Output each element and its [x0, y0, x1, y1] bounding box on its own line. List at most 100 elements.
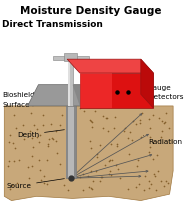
Point	[37, 159, 40, 162]
Point	[90, 120, 93, 124]
Point	[31, 164, 34, 167]
Point	[35, 128, 38, 131]
Point	[66, 189, 69, 192]
Point	[165, 111, 168, 115]
Point	[110, 158, 113, 162]
Point	[28, 177, 31, 180]
Point	[137, 182, 140, 186]
Point	[55, 140, 58, 143]
Point	[156, 153, 159, 156]
Text: Source: Source	[6, 179, 64, 189]
Point	[7, 164, 10, 168]
Point	[21, 123, 24, 126]
Polygon shape	[67, 59, 153, 73]
Point	[10, 183, 13, 187]
Point	[87, 175, 90, 178]
Point	[15, 126, 18, 130]
Point	[51, 138, 54, 141]
Point	[82, 172, 85, 176]
Point	[148, 127, 151, 130]
Text: Moisture Density Gauge: Moisture Density Gauge	[20, 6, 161, 16]
Point	[148, 117, 151, 121]
Point	[90, 186, 93, 190]
Point	[135, 185, 138, 188]
Point	[47, 145, 50, 148]
Point	[60, 113, 63, 117]
Point	[55, 151, 58, 155]
Point	[108, 159, 111, 163]
Point	[96, 152, 99, 155]
Point	[50, 122, 53, 126]
Point	[94, 110, 97, 113]
Point	[148, 150, 151, 153]
Point	[103, 164, 106, 167]
Point	[95, 169, 98, 173]
Polygon shape	[28, 85, 112, 106]
Point	[135, 122, 138, 125]
Point	[141, 111, 144, 115]
Point	[156, 169, 159, 172]
Bar	[66, 106, 76, 178]
Text: Surface: Surface	[2, 102, 33, 108]
Point	[130, 138, 133, 142]
Point	[89, 147, 92, 150]
Point	[163, 120, 166, 124]
Point	[126, 137, 129, 140]
Polygon shape	[80, 73, 153, 108]
Point	[151, 113, 154, 117]
Point	[31, 145, 34, 149]
Point	[110, 142, 113, 146]
Point	[88, 119, 91, 122]
Point	[116, 144, 119, 148]
Point	[126, 187, 129, 190]
Point	[148, 145, 151, 149]
Point	[59, 123, 62, 127]
Point	[98, 179, 101, 183]
Text: Depth: Depth	[17, 130, 64, 138]
Point	[149, 135, 152, 138]
Point	[43, 181, 46, 184]
Point	[11, 142, 14, 145]
Point	[163, 184, 166, 187]
Point	[149, 182, 152, 185]
Polygon shape	[141, 59, 153, 108]
Point	[8, 187, 11, 190]
Point	[122, 130, 125, 133]
Polygon shape	[4, 106, 173, 201]
Point	[31, 137, 34, 140]
Point	[90, 187, 93, 191]
Point	[55, 130, 58, 133]
Point	[43, 174, 46, 178]
Text: Detectors: Detectors	[141, 94, 184, 100]
Point	[38, 168, 41, 171]
Point	[157, 116, 160, 120]
Bar	[68, 59, 70, 106]
Polygon shape	[80, 73, 112, 108]
Bar	[74, 106, 76, 178]
Point	[62, 184, 65, 187]
Point	[128, 131, 131, 134]
Point	[147, 186, 150, 190]
Point	[138, 121, 141, 124]
Point	[138, 118, 141, 121]
Point	[9, 134, 12, 137]
Text: Gauge: Gauge	[141, 85, 172, 91]
Point	[91, 179, 94, 183]
Point	[135, 165, 138, 168]
Point	[139, 135, 142, 138]
Point	[153, 175, 156, 178]
Point	[108, 158, 111, 162]
Point	[26, 165, 29, 169]
Point	[50, 136, 53, 140]
Point	[115, 163, 118, 166]
Text: Radiation: Radiation	[143, 135, 182, 145]
Point	[82, 188, 85, 191]
Point	[109, 174, 112, 177]
Point	[107, 172, 110, 176]
Point	[30, 111, 33, 114]
Point	[116, 142, 119, 146]
Point	[160, 119, 163, 123]
Point	[163, 121, 166, 125]
Point	[96, 156, 99, 159]
Point	[159, 136, 162, 139]
